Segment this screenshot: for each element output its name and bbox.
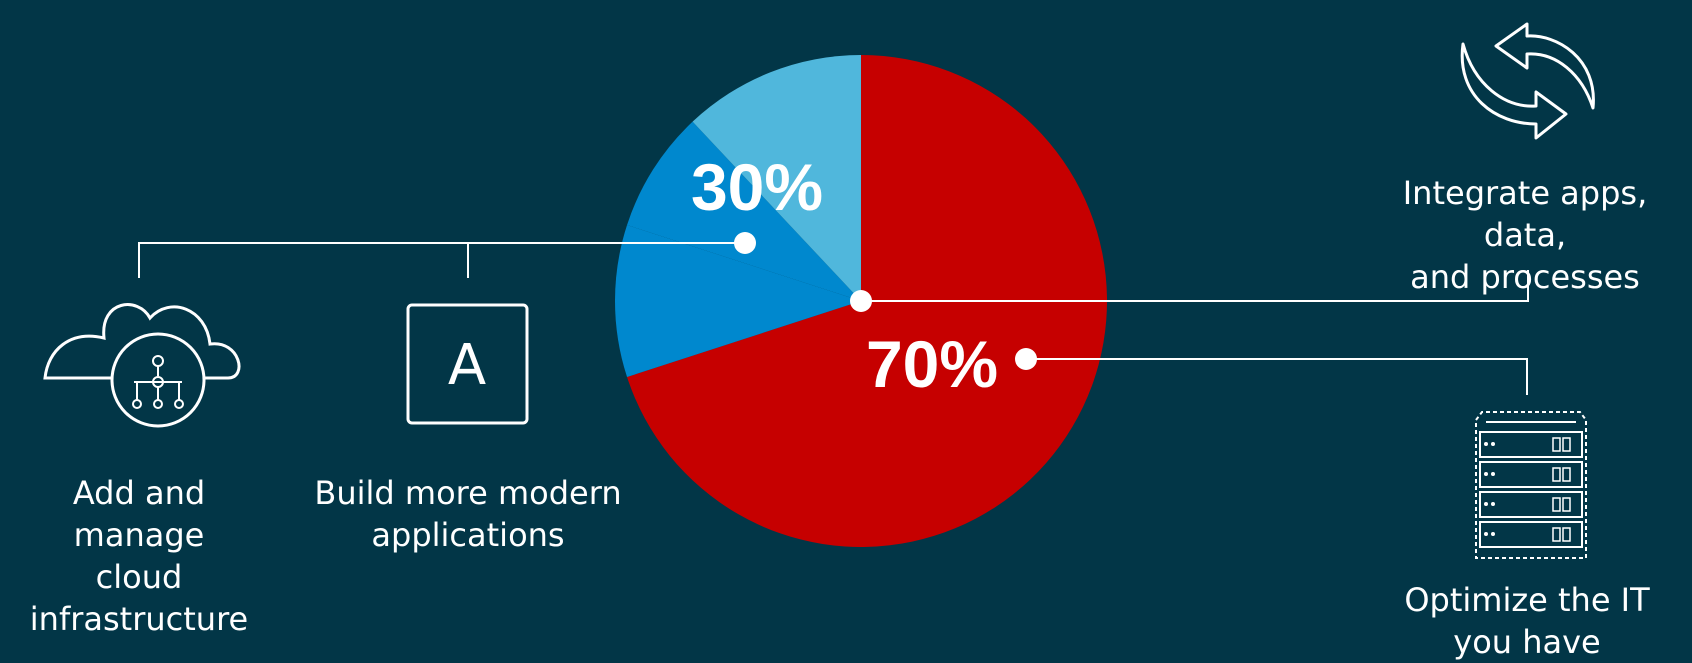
marker-70 [1015, 348, 1037, 370]
cloud-network-icon [43, 303, 241, 428]
marker-30 [734, 232, 756, 254]
annotation-integrate-apps: Integrate apps, data, and processes [1360, 172, 1690, 298]
annotation-line: Add and manage [72, 474, 206, 554]
pie-slice-3 [627, 121, 861, 301]
annotation-modern-applications: Build more modern applications [310, 472, 626, 556]
annotation-line: infrastructure [29, 600, 249, 638]
annotation-line: and processes [1410, 258, 1640, 296]
label-30-percent: 30% [691, 150, 823, 224]
annotation-optimize-it: Optimize the IT you have [1390, 579, 1664, 663]
label-70-percent: 70% [866, 327, 998, 401]
annotation-line: Build more modern [314, 474, 622, 512]
marker-center [850, 290, 872, 312]
app-icon-letter: A [448, 333, 486, 398]
sync-arrows-icon [1460, 22, 1595, 140]
annotation-line: Integrate apps, data, [1402, 174, 1648, 254]
annotation-line: Optimize the IT [1404, 581, 1650, 619]
annotation-cloud-infrastructure: Add and manage cloud infrastructure [4, 472, 274, 640]
annotation-line: applications [371, 516, 565, 554]
connector-center-right [861, 270, 1529, 302]
connector-lines [138, 242, 1529, 395]
annotation-line: cloud [95, 558, 183, 596]
pie-slice-2 [614, 224, 861, 378]
connector-70-right [1026, 358, 1528, 395]
app-letter-icon: A [406, 303, 529, 425]
connector-30-left [138, 242, 745, 278]
annotation-line: you have [1453, 623, 1601, 661]
server-rack-icon [1475, 411, 1587, 559]
pie-slice-4 [692, 55, 861, 301]
